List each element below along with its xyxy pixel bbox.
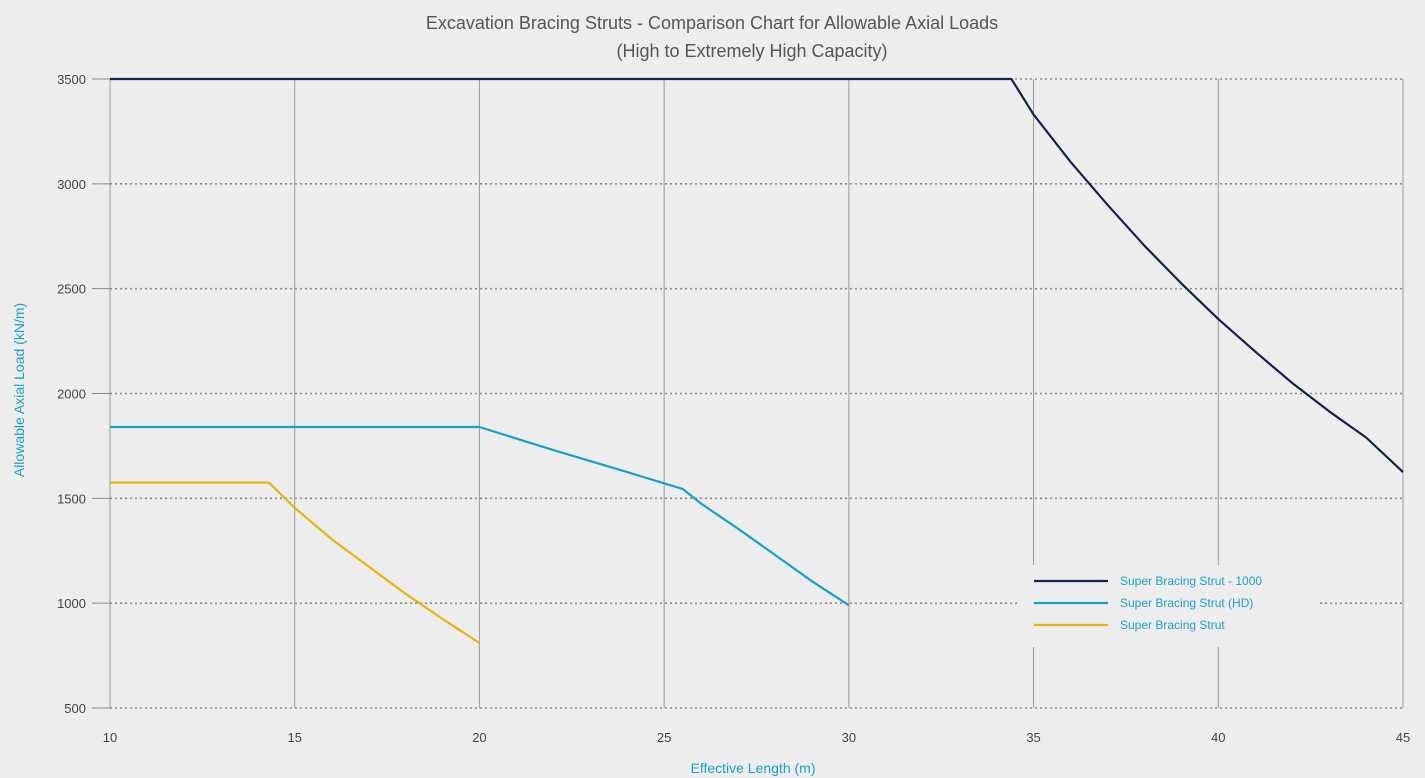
- axis-ticks: 10 15 20 25 30 35 40 45 500 1000 1500 2000 2500 3000 3…: [57, 72, 1410, 745]
- series-line-3: [110, 481, 481, 644]
- y-tick-label: 2000: [57, 387, 86, 402]
- legend-label: Super Bracing Strut (HD): [1120, 596, 1253, 610]
- legend-label: Super Bracing Strut: [1120, 618, 1225, 632]
- legend: Super Bracing Strut - 1000 Super Bracing …: [1020, 565, 1320, 647]
- x-tick-label: 25: [657, 730, 671, 745]
- y-tick-label: 1000: [57, 596, 86, 611]
- series-line-1: [110, 77, 1404, 473]
- legend-label: Super Bracing Strut - 1000: [1120, 574, 1262, 588]
- x-tick-label: 30: [842, 730, 856, 745]
- series-line-2: [110, 425, 850, 607]
- x-tick-label: 45: [1396, 730, 1410, 745]
- x-tick-label: 40: [1211, 730, 1225, 745]
- chart-title: Excavation Bracing Struts - Comparison C…: [426, 13, 998, 33]
- y-tick-label: 3500: [57, 72, 86, 87]
- y-tick-label: 1500: [57, 491, 86, 506]
- y-tick-label: 3000: [57, 177, 86, 192]
- chart-subtitle: (High to Extremely High Capacity): [616, 41, 887, 61]
- x-tick-label: 10: [103, 730, 117, 745]
- y-axis-label: Allowable Axial Load (kN/m): [11, 303, 27, 477]
- x-tick-label: 15: [287, 730, 301, 745]
- y-tick-label: 2500: [57, 282, 86, 297]
- x-axis-label: Effective Length (m): [690, 760, 815, 776]
- x-tick-label: 35: [1026, 730, 1040, 745]
- y-tick-label: 500: [64, 701, 86, 716]
- legend-background: [1020, 565, 1320, 647]
- series-lines: [110, 77, 1404, 644]
- x-tick-label: 20: [472, 730, 486, 745]
